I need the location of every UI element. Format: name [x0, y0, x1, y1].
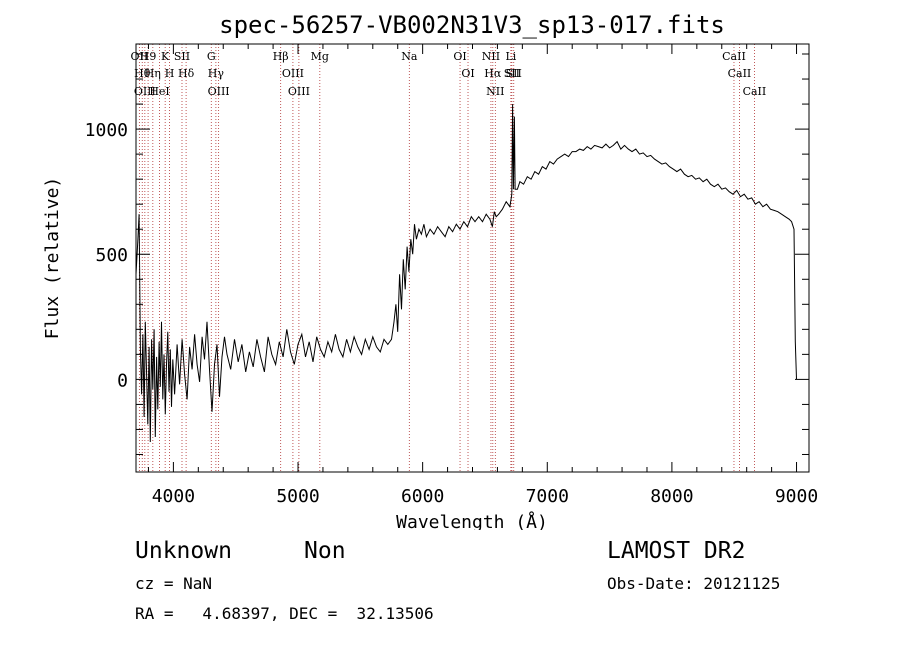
marker-label: H9	[140, 50, 157, 63]
marker-label: K	[161, 50, 170, 63]
x-tick-label: 4000	[152, 486, 195, 507]
redshift-value: cz = NaN	[135, 574, 213, 593]
marker-label: OII	[131, 50, 149, 63]
x-tick-label: 7000	[526, 486, 569, 507]
marker-label: SII	[174, 50, 190, 63]
y-tick-labels: 0 500 1000	[85, 120, 128, 391]
marker-label: G	[207, 50, 216, 63]
marker-label: Hθ	[134, 67, 151, 80]
marker-label: SII	[504, 67, 520, 80]
axis-ticks	[136, 44, 809, 472]
y-tick-label: 500	[95, 245, 128, 266]
marker-label: Hβ	[273, 50, 289, 63]
x-axis-label: Wavelength (Å)	[396, 511, 548, 530]
marker-label: CaII	[722, 50, 746, 63]
observation-date: Obs-Date: 20121125	[607, 574, 781, 593]
y-tick-label: 0	[117, 370, 128, 391]
marker-label: CaII	[743, 85, 767, 98]
marker-label: Hγ	[208, 67, 225, 80]
spectrum-line	[135, 104, 797, 443]
x-tick-label: 9000	[775, 486, 818, 507]
x-tick-label: 8000	[650, 486, 693, 507]
spectrum-chart: spec-56257-VB002N31V3_sp13-017.fits OIIH…	[42, 11, 819, 530]
chart-title: spec-56257-VB002N31V3_sp13-017.fits	[219, 11, 725, 39]
marker-label: CaII	[728, 67, 752, 80]
marker-label: Hη	[145, 67, 161, 80]
y-tick-label: 1000	[85, 120, 128, 141]
survey-name: LAMOST DR2	[607, 538, 746, 564]
marker-label: OIII	[134, 85, 156, 98]
coordinates: RA = 4.68397, DEC = 32.13506	[135, 604, 434, 623]
x-tick-labels: 4000 5000 6000 7000 8000 9000	[152, 486, 819, 507]
marker-label: OIII	[282, 67, 304, 80]
marker-label: Li	[505, 50, 516, 63]
object-subclass: Non	[304, 538, 346, 564]
y-axis-label: Flux (relative)	[42, 177, 63, 340]
marker-label: NII	[482, 50, 500, 63]
marker-label: Hδ	[178, 67, 195, 80]
marker-label: OI	[461, 67, 474, 80]
x-tick-label: 6000	[401, 486, 444, 507]
marker-label: OIII	[288, 85, 310, 98]
x-tick-label: 5000	[276, 486, 319, 507]
marker-label: Hα	[484, 67, 502, 80]
marker-label: H	[165, 67, 175, 80]
marker-label: SII	[506, 67, 522, 80]
marker-label: Na	[401, 50, 418, 63]
marker-label: OIII	[208, 85, 230, 98]
emission-line-labels: OII Hθ OIII H9 Hη HeI KH SII Hδ G Hγ OIII Hβ OIII OIII…	[131, 50, 767, 98]
emission-line-markers	[138, 44, 755, 472]
marker-label: OI	[453, 50, 466, 63]
marker-label: NII	[486, 85, 504, 98]
marker-label: Mg	[311, 50, 329, 63]
plot-frame	[135, 43, 810, 473]
marker-label: HeI	[149, 85, 169, 98]
object-class: Unknown	[135, 538, 232, 564]
